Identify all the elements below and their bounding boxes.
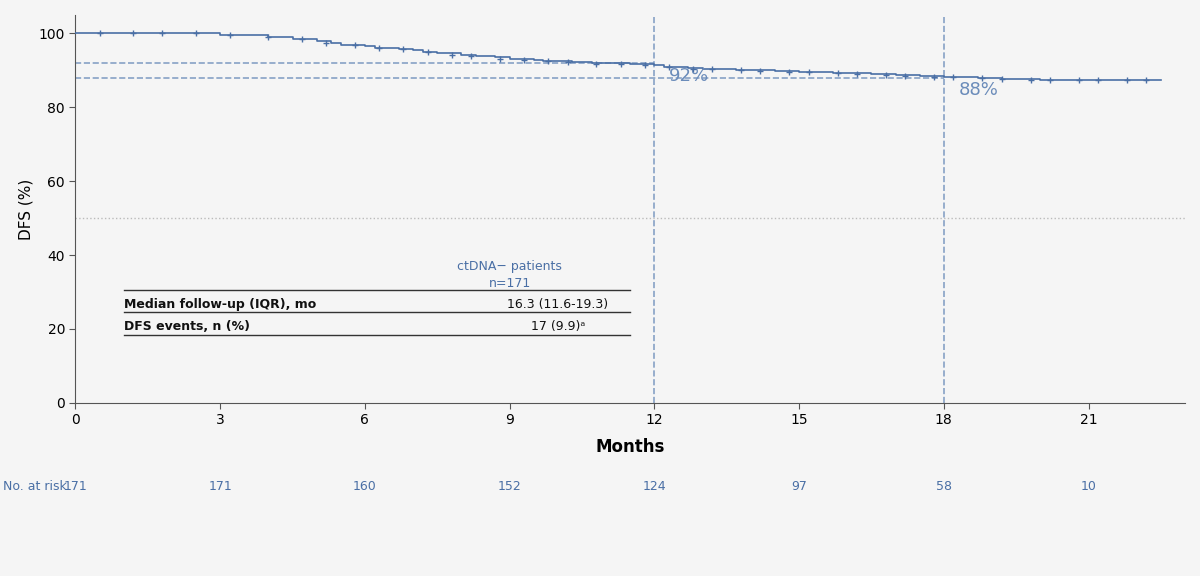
- Text: 124: 124: [642, 480, 666, 494]
- Text: 16.3 (11.6-19.3): 16.3 (11.6-19.3): [508, 298, 608, 310]
- Y-axis label: DFS (%): DFS (%): [18, 179, 34, 240]
- Text: 152: 152: [498, 480, 522, 494]
- Text: 171: 171: [209, 480, 232, 494]
- Text: Median follow-up (IQR), mo: Median follow-up (IQR), mo: [124, 298, 316, 310]
- Text: No. at risk: No. at risk: [4, 480, 67, 494]
- Text: 160: 160: [353, 480, 377, 494]
- X-axis label: Months: Months: [595, 438, 665, 456]
- Text: DFS events, n (%): DFS events, n (%): [124, 320, 250, 333]
- Text: 88%: 88%: [959, 81, 998, 100]
- Text: 10: 10: [1080, 480, 1097, 494]
- Text: 171: 171: [64, 480, 88, 494]
- Text: 92%: 92%: [668, 67, 709, 85]
- Text: 58: 58: [936, 480, 952, 494]
- Text: ctDNA− patients
n=171: ctDNA− patients n=171: [457, 260, 562, 290]
- Text: 17 (9.9)ᵃ: 17 (9.9)ᵃ: [530, 320, 584, 333]
- Text: 97: 97: [791, 480, 808, 494]
